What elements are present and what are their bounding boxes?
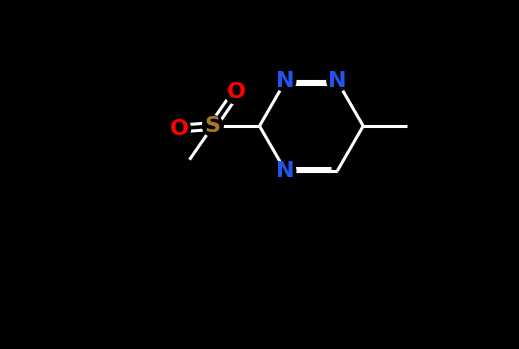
- Text: O: O: [170, 119, 188, 139]
- Text: S: S: [205, 116, 221, 136]
- Circle shape: [225, 81, 248, 104]
- Circle shape: [275, 161, 296, 181]
- Text: N: N: [328, 71, 347, 91]
- Text: N: N: [276, 161, 295, 181]
- Circle shape: [327, 71, 348, 91]
- Circle shape: [168, 117, 190, 140]
- Text: N: N: [276, 71, 295, 91]
- Circle shape: [202, 116, 223, 136]
- Text: O: O: [227, 82, 245, 102]
- Circle shape: [275, 71, 296, 91]
